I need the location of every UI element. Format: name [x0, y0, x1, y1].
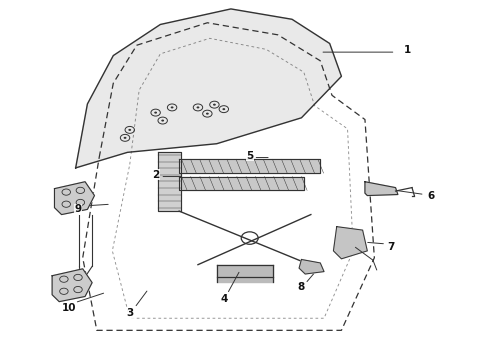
- Text: 6: 6: [427, 190, 435, 201]
- Text: 3: 3: [126, 308, 133, 318]
- Circle shape: [154, 112, 157, 114]
- Polygon shape: [217, 265, 273, 282]
- Circle shape: [128, 129, 131, 131]
- Text: 8: 8: [298, 282, 305, 292]
- Polygon shape: [54, 182, 95, 215]
- Circle shape: [161, 120, 164, 122]
- Polygon shape: [179, 176, 304, 190]
- Text: 4: 4: [220, 294, 227, 304]
- Circle shape: [171, 107, 173, 108]
- Polygon shape: [158, 152, 181, 211]
- Text: 1: 1: [404, 45, 411, 55]
- Polygon shape: [299, 260, 324, 274]
- Polygon shape: [52, 269, 92, 302]
- Polygon shape: [333, 227, 368, 259]
- Circle shape: [213, 104, 216, 106]
- Circle shape: [123, 137, 126, 139]
- Text: 2: 2: [152, 170, 159, 180]
- Text: 10: 10: [61, 303, 76, 313]
- Circle shape: [196, 107, 199, 108]
- Polygon shape: [365, 182, 398, 195]
- Polygon shape: [75, 9, 342, 168]
- Circle shape: [222, 108, 225, 110]
- Polygon shape: [179, 159, 320, 173]
- Circle shape: [206, 113, 209, 115]
- Text: 9: 9: [74, 204, 81, 214]
- Text: 5: 5: [246, 151, 253, 161]
- Text: 7: 7: [387, 242, 394, 252]
